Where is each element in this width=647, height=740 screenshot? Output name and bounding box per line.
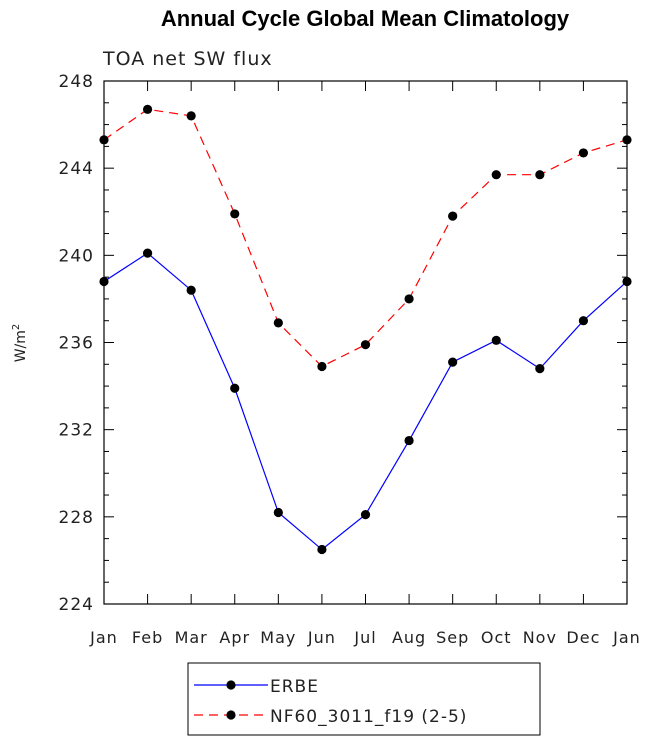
series-1-line [103,252,628,551]
x-tick-label: Aug [392,628,426,647]
y-tick-label: 244 [59,159,94,179]
legend-box [187,662,541,736]
x-tick-label: Jan [89,628,118,647]
series-1-point [273,507,283,518]
series-1-point [622,276,632,287]
x-tick-label: Oct [481,628,512,647]
series-1-point [142,248,153,258]
x-tick-label: Jul [353,628,376,647]
y-tick-label: 236 [59,334,94,354]
series-1-point [535,364,545,374]
y-tick-label: 228 [59,508,94,528]
x-tick-label: Feb [132,628,163,647]
series-2-point [404,294,414,304]
series-2-point [491,170,501,180]
series-2-line [103,108,628,368]
x-tick-label: Jan [612,628,641,647]
series-layer [99,104,632,555]
y-axis-label-superscript: 2 [11,324,22,330]
legend-item-1-label: ERBE [270,677,319,697]
series-1-point [404,435,414,446]
y-tick-label: 248 [59,72,94,92]
series-2-point [535,170,545,180]
series-1-point [186,285,196,295]
series-2-point [99,135,109,145]
x-tick-label: May [260,628,296,647]
legend: ERBE NF60_3011_f19 (2-5) [187,662,541,736]
plot-area: Jan Feb Mar Apr May Jun Jul Aug Sep Oct Nov Dec Jan 2… [59,72,641,647]
y-tick-label: 224 [59,595,94,615]
y-tick-label: 240 [59,246,94,266]
series-1-point [491,335,501,345]
legend-item-2-label: NF60_3011_f19 (2-5) [270,707,467,727]
series-1-point [578,316,589,326]
series-2-point [317,361,327,372]
chart-subtitle: TOA net SW flux [102,48,273,70]
y-axis-label: W/m2 [11,324,29,363]
series-2-point [622,135,632,145]
series-1-point [99,276,109,287]
x-tick-label: Dec [566,628,600,647]
legend-item-1-marker [226,680,236,690]
series-2-point [448,211,458,221]
y-axis-label-base: W/m [13,330,29,362]
x-tick-label: Mar [175,628,208,647]
series-1-point [360,510,371,520]
x-tick-label: Sep [436,628,469,647]
legend-item-2-marker [226,710,236,720]
series-1-point [448,357,458,367]
series-2-point [142,104,153,114]
y-tick-label: 232 [59,421,94,441]
series-1-point [230,383,240,393]
x-tick-label: Nov [523,628,557,647]
chart-title: Annual Cycle Global Mean Climatology [161,6,570,31]
series-1-point [317,544,327,555]
series-2-point [578,148,589,158]
series-2-point [186,111,196,121]
series-2-point [273,318,283,328]
series-2-point [230,209,240,219]
x-tick-label: Jun [307,628,336,647]
series-2-point [360,340,371,350]
x-tick-label: Apr [219,628,250,647]
